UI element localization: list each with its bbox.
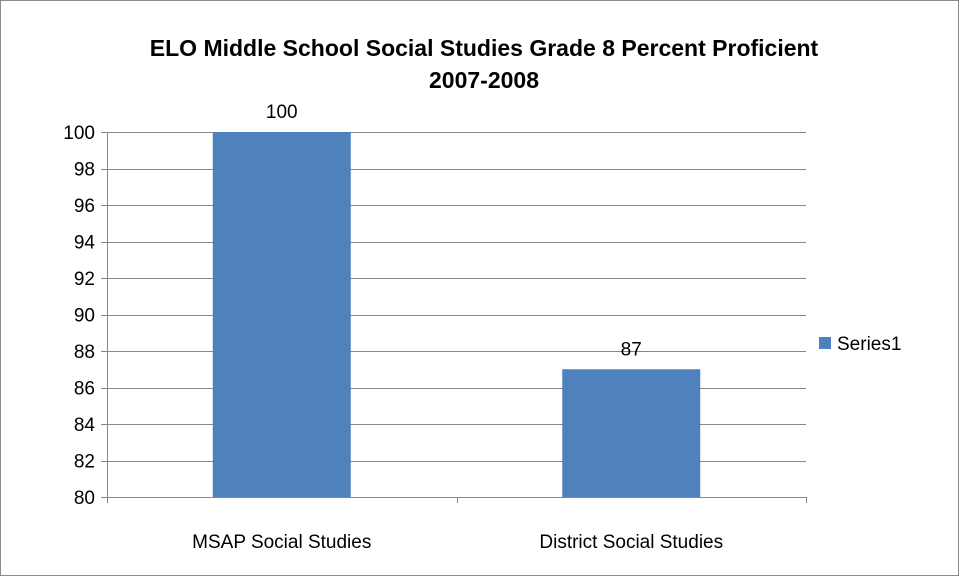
y-tick-label: 96 <box>74 196 95 217</box>
bars <box>212 132 701 497</box>
gridlines <box>107 132 806 462</box>
data-labels: 100 87 <box>266 102 642 360</box>
y-tick-label: 90 <box>74 306 95 327</box>
legend-label: Series1 <box>837 334 901 355</box>
legend-swatch <box>819 337 831 349</box>
y-tick-label: 84 <box>74 415 96 436</box>
y-tick-label: 92 <box>74 269 95 290</box>
x-category-label: District Social Studies <box>539 532 723 553</box>
x-category-label: MSAP Social Studies <box>192 532 371 553</box>
data-label: 100 <box>266 102 298 123</box>
chart-title-line-1: ELO Middle School Social Studies Grade 8… <box>150 35 819 61</box>
y-tick-label: 80 <box>74 488 95 509</box>
legend: Series1 <box>819 334 901 355</box>
y-tick-label: 100 <box>63 123 95 144</box>
y-tick-label: 94 <box>74 233 96 254</box>
y-axis-ticks: 80 82 84 86 88 90 92 94 96 98 100 <box>63 123 107 509</box>
y-tick-label: 88 <box>74 342 95 363</box>
bar-1 <box>212 132 351 497</box>
y-tick-label: 82 <box>74 452 95 473</box>
chart-title: ELO Middle School Social Studies Grade 8… <box>150 35 819 93</box>
axes <box>107 132 807 503</box>
x-axis-categories: MSAP Social Studies District Social Studi… <box>192 532 723 553</box>
data-label: 87 <box>621 339 642 360</box>
bar-2 <box>562 369 701 497</box>
y-tick-label: 86 <box>74 379 95 400</box>
y-tick-label: 98 <box>74 160 95 181</box>
chart-title-line-2: 2007-2008 <box>429 67 539 93</box>
